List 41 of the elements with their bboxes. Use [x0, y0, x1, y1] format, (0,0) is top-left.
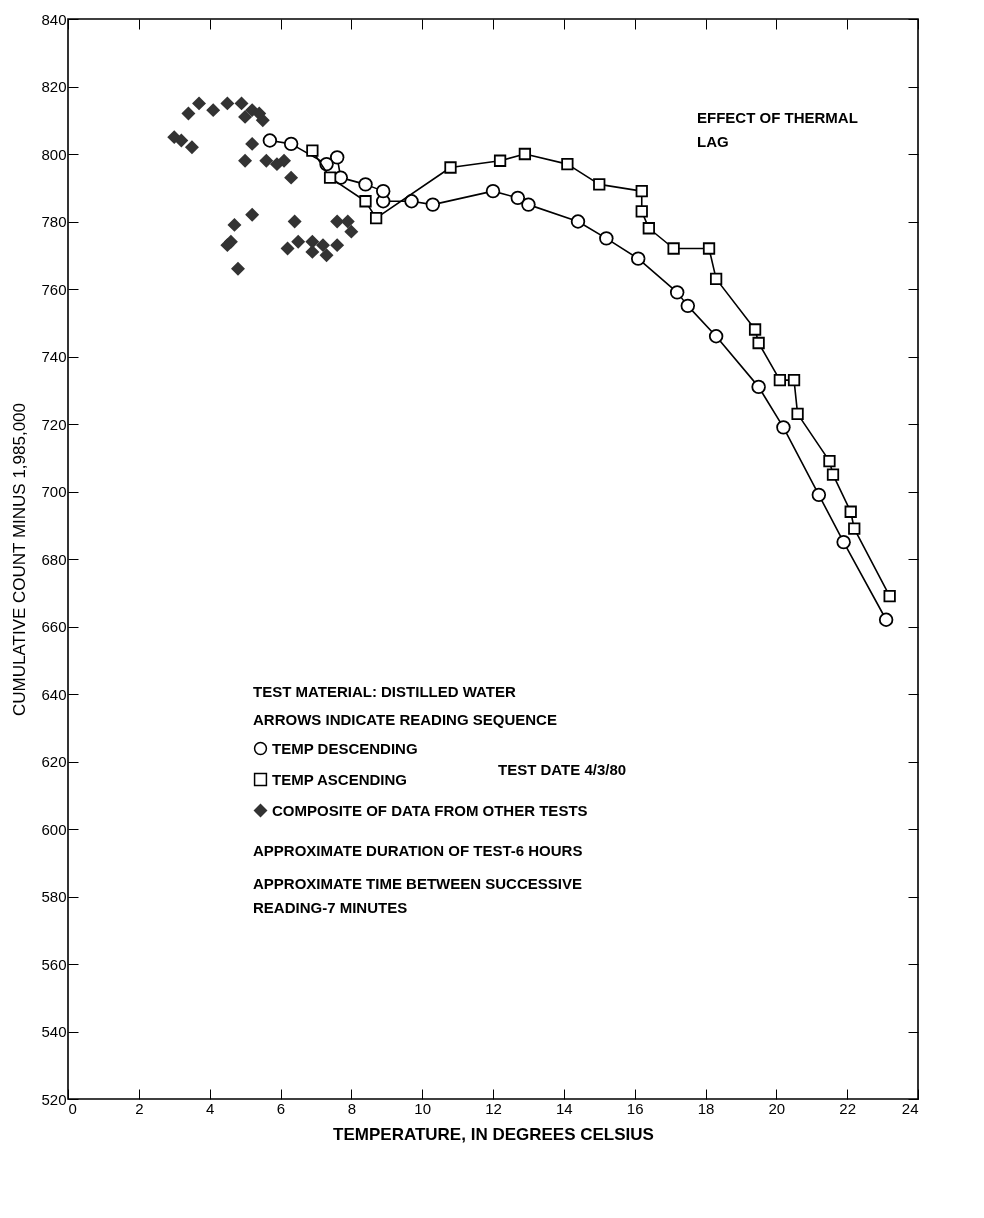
annotation: APPROXIMATE TIME BETWEEN SUCCESSIVE READING-7 MINUTES	[253, 875, 582, 916]
y-tick-label: 780	[41, 213, 67, 230]
y-tick-label: 680	[41, 550, 67, 568]
x-tick-label: 20	[768, 1099, 786, 1117]
x-tick-label: 6	[276, 1099, 286, 1117]
x-tick-label: 18	[697, 1099, 715, 1117]
x-tick-label: 4	[205, 1099, 215, 1117]
y-tick-label: 620	[41, 753, 67, 770]
y-tick-label: 740	[41, 348, 67, 365]
annotation: APPROXIMATE DURATION OF TEST-6 HOURS	[253, 842, 583, 859]
x-tick-label: 14	[555, 1099, 573, 1117]
y-tick-label: 520	[41, 1090, 67, 1108]
y-tick-label: 840	[41, 10, 67, 28]
y-tick-label: 800	[41, 145, 67, 163]
y-tick-label: 720	[41, 415, 67, 433]
x-tick-label: 10	[414, 1099, 432, 1117]
y-tick-label: 820	[41, 78, 67, 95]
annotation: TEST DATE 4/3/80	[498, 761, 627, 778]
annotation: ARROWS INDICATE READING SEQUENCE	[253, 711, 557, 728]
y-tick-label: 540	[41, 1023, 67, 1040]
x-tick-label: 16	[626, 1099, 644, 1117]
x-tick-label: 8	[347, 1099, 357, 1117]
legend-label: TEMP DESCENDING	[272, 739, 418, 757]
y-tick-label: 660	[41, 618, 67, 635]
x-tick-label: 2	[135, 1099, 144, 1117]
annotation: TEST MATERIAL: DISTILLED WATER	[253, 683, 516, 700]
y-tick-label: 700	[41, 483, 67, 500]
annotation: EFFECT OF THERMAL LAG	[697, 109, 858, 150]
y-tick-label: 580	[41, 888, 67, 905]
x-tick-label: 22	[839, 1099, 857, 1117]
x-tick-label: 12	[485, 1099, 502, 1117]
y-axis-title: CUMULATIVE COUNT MINUS 1,985,000	[10, 402, 30, 717]
x-axis-title: TEMPERATURE, IN DEGREES CELSIUS	[333, 1124, 654, 1144]
y-tick-label: 560	[41, 955, 67, 973]
legend-label: COMPOSITE OF DATA FROM OTHER TESTS	[272, 801, 588, 819]
y-tick-label: 640	[41, 685, 67, 703]
x-tick-label: 24	[901, 1099, 919, 1117]
x-tick-label: 0	[68, 1099, 77, 1117]
y-tick-label: 600	[41, 820, 67, 838]
legend-label: TEMP ASCENDING	[272, 770, 408, 788]
y-tick-label: 760	[41, 280, 67, 298]
